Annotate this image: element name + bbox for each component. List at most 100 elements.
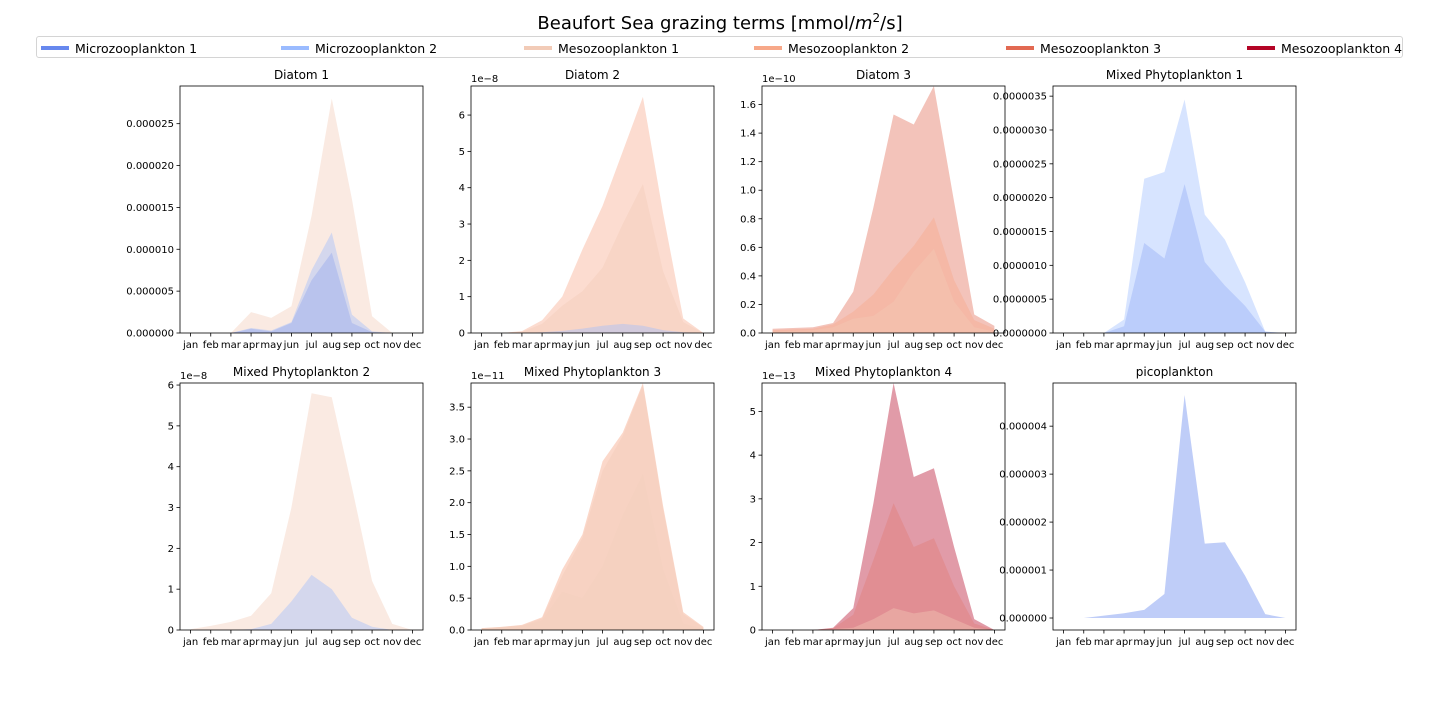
x-tick-label: dec xyxy=(1276,637,1294,648)
x-tick-label: aug xyxy=(322,340,341,351)
x-tick-label: feb xyxy=(494,340,510,351)
area-series xyxy=(481,184,704,333)
x-tick-label: apr xyxy=(1116,637,1133,648)
area-series xyxy=(481,384,704,630)
x-tick-label: nov xyxy=(965,637,983,648)
x-tick-label: nov xyxy=(383,637,401,648)
subplot: jan feb mar apr may jun jul aug sep oct nov dec 0 1 2 3… xyxy=(459,68,715,351)
plot-frame xyxy=(1052,382,1297,631)
x-tick-label: jan xyxy=(473,637,489,648)
area-series xyxy=(772,608,995,630)
x-tick-label: jun xyxy=(283,340,299,351)
legend-entry: Mesozooplankton 4 xyxy=(1247,40,1402,56)
x-tick-label: mar xyxy=(512,340,533,351)
area-series xyxy=(1063,184,1286,333)
subplot-title: Diatom 3 xyxy=(856,68,911,82)
x-tick-label: sep xyxy=(925,637,943,648)
x-tick-label: jun xyxy=(865,637,881,648)
area-series xyxy=(481,96,704,334)
y-tick-label: 3.5 xyxy=(449,403,465,414)
y-tick-label: 0.2 xyxy=(740,300,756,311)
y-tick-label: 3 xyxy=(750,494,756,505)
x-tick-label: sep xyxy=(634,340,652,351)
y-tick-label: 0 xyxy=(459,329,465,340)
x-tick-label: may xyxy=(1133,340,1155,351)
x-tick-label: dec xyxy=(694,340,712,351)
area-series xyxy=(190,393,413,630)
figure-title-main: Beaufort Sea grazing terms [mmol/ xyxy=(537,13,855,34)
x-tick-label: oct xyxy=(364,340,380,351)
x-tick-label: jun xyxy=(865,340,881,351)
legend-swatch xyxy=(1006,46,1034,50)
y-offset-label: 1e−11 xyxy=(471,371,505,382)
x-tick-label: jul xyxy=(596,637,609,648)
legend: Microzooplankton 1 Microzooplankton 2 Meso… xyxy=(36,36,1403,58)
y-tick-label: 1.0 xyxy=(449,562,465,573)
x-tick-label: jul xyxy=(305,637,318,648)
y-tick-label: 0.4 xyxy=(740,271,756,282)
x-tick-label: apr xyxy=(1116,340,1133,351)
subplot: jan feb mar apr may jun jul aug sep oct nov dec 0.0 0… xyxy=(740,68,1006,351)
subplot-title: Mixed Phytoplankton 1 xyxy=(1106,68,1243,82)
x-tick-label: mar xyxy=(221,340,242,351)
y-tick-label: 3 xyxy=(168,503,174,514)
x-tick-label: sep xyxy=(1216,637,1234,648)
x-tick-label: may xyxy=(842,340,864,351)
legend-entry: Mesozooplankton 3 xyxy=(1006,40,1161,56)
x-tick-label: jan xyxy=(473,340,489,351)
y-tick-label: 2 xyxy=(168,544,174,555)
y-tick-label: 4 xyxy=(750,451,756,462)
area-series xyxy=(1063,99,1286,333)
y-tick-label: 1.0 xyxy=(740,186,756,197)
x-tick-label: feb xyxy=(1076,340,1092,351)
x-tick-label: nov xyxy=(1256,637,1274,648)
plot-frame xyxy=(470,85,715,334)
area-series xyxy=(190,574,413,630)
area-series xyxy=(772,217,995,333)
x-tick-label: apr xyxy=(825,340,842,351)
y-tick-label: 5 xyxy=(750,407,756,418)
x-tick-label: sep xyxy=(343,637,361,648)
legend-entry: Microzooplankton 2 xyxy=(281,40,437,56)
area-series xyxy=(772,86,995,333)
x-tick-label: may xyxy=(551,637,573,648)
x-tick-label: jul xyxy=(596,340,609,351)
y-tick-label: 5 xyxy=(168,421,174,432)
legend-entry: Mesozooplankton 2 xyxy=(754,40,909,56)
figure-title-unit-exp: 2 xyxy=(872,11,881,25)
y-tick-label: 0.000001 xyxy=(999,566,1047,577)
x-tick-label: jun xyxy=(574,637,590,648)
y-tick-label: 0 xyxy=(168,626,174,637)
x-tick-label: feb xyxy=(203,340,219,351)
plot-frame xyxy=(761,85,1006,334)
y-tick-label: 0.0 xyxy=(740,329,756,340)
legend-entry: Microzooplankton 1 xyxy=(41,40,197,56)
x-tick-label: jul xyxy=(887,340,900,351)
x-tick-label: aug xyxy=(904,340,923,351)
y-offset-label: 1e−13 xyxy=(762,371,796,382)
y-tick-label: 3 xyxy=(459,220,465,231)
y-tick-label: 5 xyxy=(459,147,465,158)
y-tick-label: 0.0000005 xyxy=(993,295,1047,306)
x-tick-label: jan xyxy=(764,340,780,351)
y-tick-label: 0.0000030 xyxy=(993,125,1047,136)
y-tick-label: 0.0000010 xyxy=(993,261,1047,272)
y-tick-label: 0.000005 xyxy=(126,287,174,298)
y-tick-label: 1.6 xyxy=(740,100,756,111)
y-tick-label: 0.000003 xyxy=(999,470,1047,481)
subplot: jan feb mar apr may jun jul aug sep oct nov dec 0.0 0… xyxy=(449,365,715,648)
legend-label: Microzooplankton 2 xyxy=(315,40,438,56)
legend-entry: Mesozooplankton 1 xyxy=(524,40,679,56)
x-tick-label: may xyxy=(260,340,282,351)
x-tick-label: aug xyxy=(1195,637,1214,648)
x-tick-label: apr xyxy=(825,637,842,648)
x-tick-label: jan xyxy=(182,637,198,648)
y-tick-label: 0.000000 xyxy=(126,329,174,340)
x-tick-label: apr xyxy=(534,637,551,648)
y-tick-label: 1.2 xyxy=(740,157,756,168)
x-tick-label: aug xyxy=(1195,340,1214,351)
area-series xyxy=(190,252,413,333)
x-tick-label: sep xyxy=(634,637,652,648)
legend-swatch xyxy=(281,46,309,50)
